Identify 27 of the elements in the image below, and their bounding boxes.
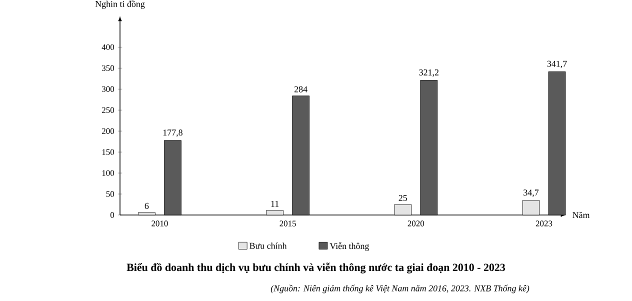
legend-label: Bưu chính bbox=[250, 242, 287, 249]
data-label: 177,8 bbox=[163, 130, 182, 137]
y-tick-label: 50 bbox=[106, 191, 114, 197]
legend-label: Viễn thông bbox=[330, 242, 370, 251]
data-label: 34,7 bbox=[524, 190, 539, 197]
y-tick-label: 350 bbox=[102, 65, 114, 72]
x-tick-label: 2023 bbox=[536, 220, 552, 226]
text: Biểu đồ doanh thu dịch vụ bưu chính và viễn thông nước ta giai đoạn 2010 - 2023 bbox=[126, 262, 506, 274]
y-tick-label: 150 bbox=[102, 149, 114, 155]
y-tick-label: 400 bbox=[102, 44, 114, 50]
data-label: 6 bbox=[144, 202, 149, 209]
y-tick-label: 250 bbox=[102, 107, 114, 113]
data-label: 321,2 bbox=[419, 69, 438, 77]
x-tick-label: 2020 bbox=[408, 220, 424, 226]
y-tick-label: 300 bbox=[102, 86, 114, 92]
x-tick-label: 2015 bbox=[280, 220, 296, 226]
data-label: 11 bbox=[271, 200, 279, 207]
x-tick-label: 2010 bbox=[152, 220, 168, 226]
x-axis-title: Năm bbox=[572, 212, 590, 218]
y-tick-label: 200 bbox=[102, 128, 114, 134]
data-label: 341,7 bbox=[547, 60, 567, 68]
data-label: 25 bbox=[398, 194, 408, 201]
y-axis-title: Nghin ti đồng bbox=[95, 0, 145, 9]
data-label: 284 bbox=[294, 86, 308, 92]
y-tick-label: 100 bbox=[102, 170, 114, 176]
y-tick-label: 0 bbox=[110, 212, 114, 218]
text: (Nguồn: Niên giám thống kê Việt Nam năm 2016, 2023. NXB Thống kê) bbox=[270, 284, 530, 294]
